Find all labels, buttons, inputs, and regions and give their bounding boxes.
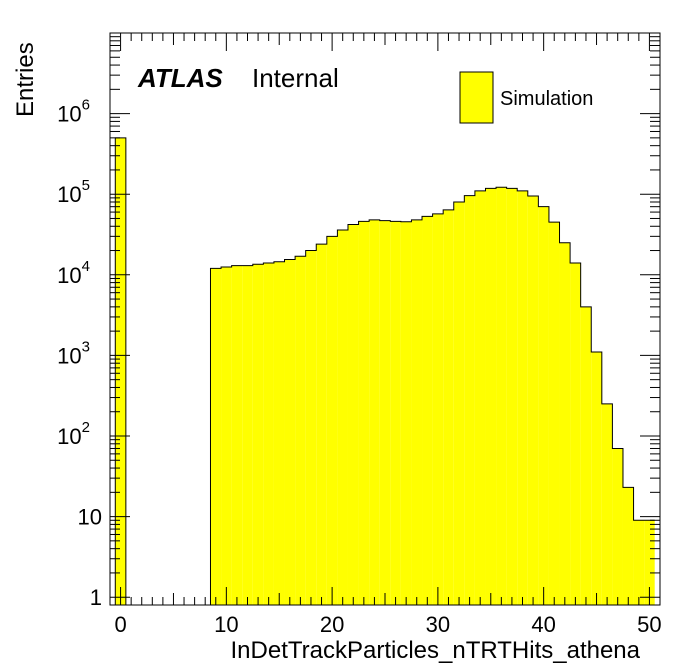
histogram-bar <box>221 266 232 605</box>
histogram-bar <box>443 209 454 605</box>
histogram-bar <box>538 206 549 606</box>
histogram-bar <box>316 244 327 605</box>
x-tick-label: 10 <box>214 612 238 637</box>
histogram-bar <box>263 263 274 605</box>
histogram-bar <box>559 242 571 605</box>
histogram-bar <box>284 259 296 605</box>
histogram-bar <box>115 137 126 605</box>
histogram-bar <box>252 264 264 605</box>
histogram-bar <box>591 352 602 605</box>
y-tick-label: 106 <box>57 97 90 127</box>
histogram-bar <box>601 403 613 605</box>
y-axis-ticks: 1 10 102 103 104 105 106 <box>57 36 660 610</box>
histogram-bar <box>273 261 285 605</box>
histogram-bar <box>390 221 401 605</box>
histogram-bar <box>422 216 433 605</box>
histogram-bar <box>474 190 486 606</box>
histogram-bar <box>644 520 655 605</box>
atlas-label: ATLAS <box>137 63 223 93</box>
histogram-bar <box>527 195 539 605</box>
histogram-bar <box>347 224 359 605</box>
legend-label-simulation: Simulation <box>500 88 593 110</box>
histogram-bar <box>517 190 528 606</box>
histogram-bar <box>548 222 560 605</box>
legend-swatch-simulation <box>459 71 494 124</box>
histogram-bar <box>464 195 475 605</box>
legend: Simulation <box>459 71 593 124</box>
x-axis-title: InDetTrackParticles_nTRTHits_athena <box>231 637 641 664</box>
histogram-bar <box>326 236 338 605</box>
histogram-bar <box>570 263 581 605</box>
histogram-bar <box>485 188 497 606</box>
y-axis-title: Entries <box>12 42 39 117</box>
histogram-bar <box>305 250 317 605</box>
histogram-bar <box>432 213 444 605</box>
histogram-bar <box>231 265 243 605</box>
histogram-bar <box>580 306 592 605</box>
histogram-bar <box>496 187 507 605</box>
histogram-bar <box>242 265 253 605</box>
histogram-bar <box>295 256 306 605</box>
histogram-bar <box>506 188 518 606</box>
y-tick-label: 104 <box>57 258 90 288</box>
histogram-bar <box>337 229 348 605</box>
x-axis-ticks: 0 10 20 30 40 50 <box>109 33 662 637</box>
y-tick-label: 102 <box>57 419 90 449</box>
x-tick-label: 50 <box>637 612 661 637</box>
histogram-bar <box>210 268 222 605</box>
internal-label: Internal <box>252 63 339 93</box>
histogram-outline <box>114 137 655 606</box>
y-tick-label: 10 <box>78 505 102 530</box>
y-tick-label: 103 <box>57 338 90 368</box>
x-tick-label: 40 <box>531 612 555 637</box>
histogram-bars <box>114 137 655 606</box>
y-tick-label: 1 <box>90 585 102 610</box>
histogram-bar <box>612 448 623 605</box>
histogram-bar <box>453 202 465 606</box>
x-tick-label: 20 <box>320 612 344 637</box>
x-tick-label: 0 <box>114 612 126 637</box>
histogram-bar <box>411 219 423 606</box>
histogram-bar <box>633 520 645 605</box>
histogram-bar <box>400 221 412 605</box>
histogram-bar <box>358 221 370 605</box>
x-tick-label: 30 <box>426 612 450 637</box>
histogram-bar <box>622 487 634 605</box>
histogram-bar <box>379 220 391 606</box>
y-tick-label: 105 <box>57 177 90 207</box>
histogram-bar <box>369 219 380 606</box>
